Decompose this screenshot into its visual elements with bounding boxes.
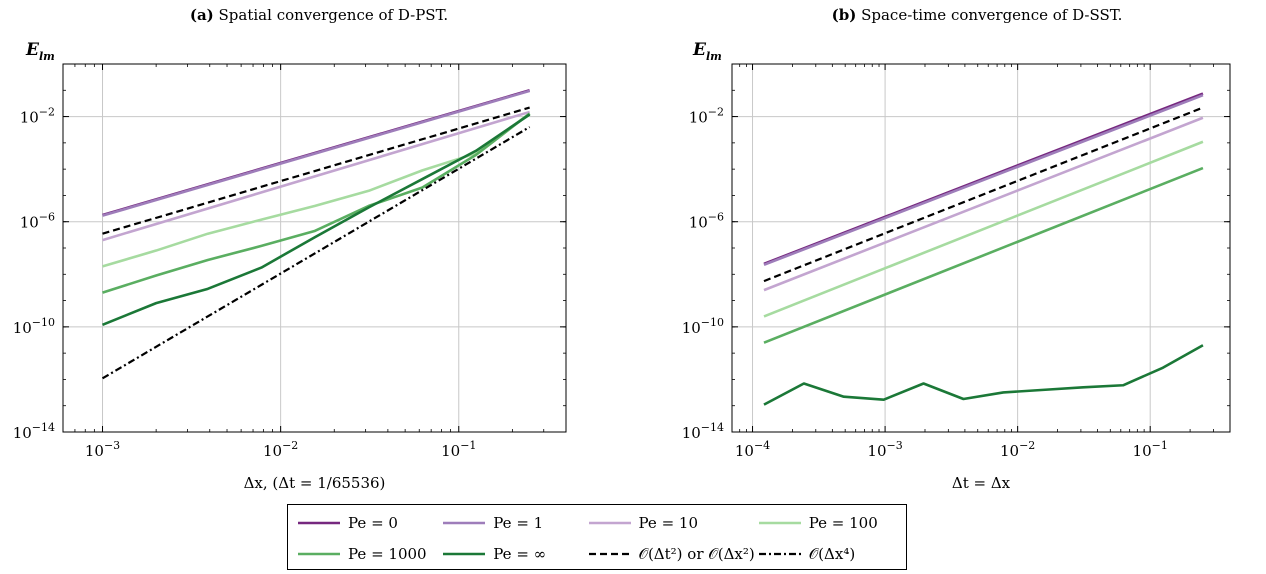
legend-item-ref2: 𝒪(Δt²) or 𝒪(Δx²): [587, 543, 755, 566]
chart-space-time-convergence: (b) Space-time convergence of D-SST. Elm 1…: [682, 6, 1231, 492]
axes: [731, 63, 1231, 433]
legend-label: Pe = 100: [808, 514, 878, 533]
series-line-peinf: [763, 344, 1204, 406]
series-line-peinf: [102, 113, 531, 326]
axes: [62, 63, 567, 433]
legend-swatch-ref4: [758, 552, 801, 555]
legend-label: Pe = 0: [348, 514, 398, 533]
panel-label: (a): [190, 6, 214, 24]
legend-swatch-pe1000: [298, 552, 340, 556]
series-group: [101, 89, 531, 380]
x-tick-label: 10−2: [263, 439, 298, 460]
legend: Pe = 0 Pe = 1 Pe = 10 Pe = 100 Pe = 1000 Pe =…: [287, 504, 907, 570]
chart-title: (b) Space-time convergence of D-SST.: [832, 6, 1123, 24]
x-tick-label: 10−3: [867, 439, 902, 460]
x-tick-label: 10−1: [1133, 439, 1168, 460]
y-tick-label: 10−10: [13, 316, 55, 337]
legend-swatch-pe10: [588, 521, 631, 525]
legend-swatch-peinf: [443, 552, 486, 556]
series-line-ref4: [101, 126, 531, 380]
chart-title: (a) Spatial convergence of D-PST.: [190, 6, 448, 24]
legend-item-pe0: Pe = 0: [296, 512, 439, 535]
legend-swatch-pe1: [443, 521, 486, 525]
series-line-pe10: [763, 116, 1204, 292]
legend-label: Pe = ∞: [493, 544, 547, 563]
y-axis-label: Elm: [25, 40, 55, 63]
legend-label: Pe = 1000: [348, 544, 427, 563]
legend-item-pe100: Pe = 100: [757, 512, 900, 535]
x-axis-label: Δt = Δx: [952, 474, 1011, 492]
x-tick-label: 10−2: [1000, 439, 1035, 460]
y-tick-label: 10−10: [682, 316, 724, 337]
y-tick-label: 10−14: [682, 421, 724, 442]
y-tick-label: 10−2: [689, 106, 724, 127]
series-line-pe1: [102, 89, 531, 217]
legend-label: 𝒪(Δx⁴): [808, 544, 856, 563]
plot-frame: [731, 63, 1231, 433]
series-line-pe100: [763, 140, 1204, 318]
legend-swatch-pe100: [758, 521, 801, 525]
chart-title-text: Space-time convergence of D-SST.: [856, 6, 1122, 24]
legend-item-pe10: Pe = 10: [587, 512, 755, 535]
chart-title-text: Spatial convergence of D-PST.: [214, 6, 448, 24]
legend-item-pe1000: Pe = 1000: [296, 543, 439, 566]
legend-label: 𝒪(Δt²) or 𝒪(Δx²): [638, 544, 755, 563]
x-axis-label: Δx, (Δt = 1/65536): [244, 474, 386, 492]
series-line-pe1: [763, 93, 1204, 266]
series-line-ref2: [102, 106, 530, 235]
panel-label: (b): [832, 6, 857, 24]
chart-spatial-convergence: (a) Spatial convergence of D-PST. Elm 10−3…: [13, 6, 567, 492]
x-tick-label: 10−4: [735, 439, 770, 460]
series-line-ref2: [763, 106, 1204, 283]
x-tick-label: 10−1: [441, 439, 476, 460]
series-line-pe10: [102, 110, 531, 242]
legend-label: Pe = 1: [493, 514, 544, 533]
y-tick-label: 10−6: [689, 211, 724, 232]
y-axis-label: Elm: [692, 40, 722, 63]
y-tick-label: 10−2: [20, 106, 55, 127]
series-line-pe100: [102, 112, 531, 268]
x-tick-label: 10−3: [85, 439, 120, 460]
legend-item-pe1: Pe = 1: [441, 512, 584, 535]
legend-item-ref4: 𝒪(Δx⁴): [757, 543, 900, 566]
legend-item-peinf: Pe = ∞: [441, 543, 584, 566]
legend-swatch-pe0: [298, 521, 340, 525]
series-line-pe1000: [102, 112, 531, 294]
legend-label: Pe = 10: [638, 514, 699, 533]
series-group: [763, 92, 1204, 406]
legend-swatch-ref2: [588, 552, 631, 555]
plot-frame: [62, 63, 567, 433]
series-line-pe1000: [763, 166, 1204, 344]
grid: [63, 64, 566, 433]
y-tick-label: 10−14: [13, 421, 55, 442]
y-tick-label: 10−6: [20, 211, 55, 232]
